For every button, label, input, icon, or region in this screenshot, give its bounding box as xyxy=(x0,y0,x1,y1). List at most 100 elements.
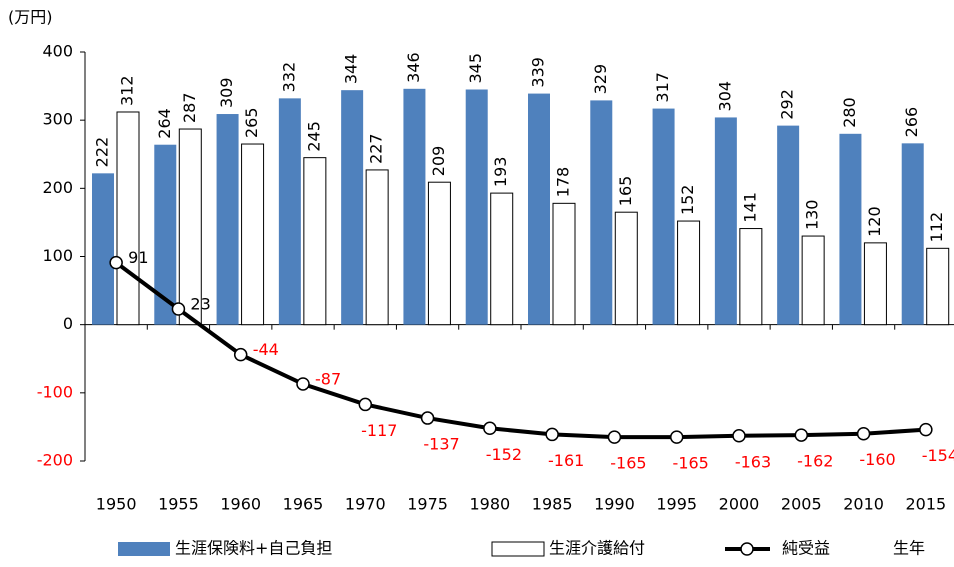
line-value-label: -165 xyxy=(610,454,646,473)
line-marker xyxy=(545,427,559,442)
bar xyxy=(839,133,862,325)
line-value-label: -154 xyxy=(922,446,954,465)
legend-swatch xyxy=(118,542,170,556)
line-marker xyxy=(919,422,933,437)
x-tick-label: 1985 xyxy=(532,495,573,514)
bar xyxy=(403,88,426,325)
line-value-label: -161 xyxy=(548,451,584,470)
line-marker xyxy=(171,302,186,316)
bar xyxy=(801,235,825,326)
bar xyxy=(427,181,451,326)
line-value-label: -117 xyxy=(361,421,397,440)
y-tick-label: -200 xyxy=(37,451,73,470)
line-value-label: -44 xyxy=(253,340,279,359)
bar xyxy=(901,143,924,325)
x-axis-label: 生年 xyxy=(893,539,925,558)
bar-value-label: 304 xyxy=(715,81,734,112)
bar-value-label: 329 xyxy=(591,64,610,95)
line-marker xyxy=(732,429,746,443)
y-tick-label: 100 xyxy=(42,246,73,265)
bar xyxy=(677,220,701,326)
bar-value-label: 227 xyxy=(367,133,386,164)
y-tick-label: 400 xyxy=(42,42,73,61)
bar-value-label: 339 xyxy=(529,57,548,88)
bar xyxy=(739,228,763,326)
bar xyxy=(241,143,265,326)
line-marker xyxy=(794,428,809,442)
bar-value-label: 245 xyxy=(304,121,323,152)
x-tick-label: 2010 xyxy=(843,495,884,514)
bar xyxy=(490,192,514,326)
bar-value-label: 152 xyxy=(678,185,697,216)
bar-value-label: 312 xyxy=(118,75,137,106)
legend-label: 生涯保険料+自己負担 xyxy=(175,539,332,558)
line-value-label: -163 xyxy=(735,452,771,471)
bar xyxy=(365,169,389,326)
x-tick-label: 1960 xyxy=(220,495,261,514)
y-axis-label: (万円) xyxy=(8,8,53,27)
line-marker xyxy=(109,255,123,270)
bar-value-label: 345 xyxy=(466,53,485,84)
line-marker xyxy=(607,430,622,444)
bar-value-label: 141 xyxy=(740,192,759,223)
bar xyxy=(552,202,576,326)
bar-value-label: 222 xyxy=(93,137,112,168)
y-tick-label: -100 xyxy=(37,382,73,401)
bar-value-label: 112 xyxy=(927,212,946,243)
x-tick-label: 2000 xyxy=(719,495,760,514)
bar xyxy=(652,108,675,325)
line-marker xyxy=(358,397,373,412)
bar-value-label: 178 xyxy=(554,167,573,198)
legend-swatch xyxy=(491,541,545,557)
y-tick-label: 0 xyxy=(63,314,73,333)
bar-value-label: 209 xyxy=(429,146,448,177)
x-tick-label: 1990 xyxy=(594,495,635,514)
line-marker xyxy=(856,426,871,441)
line-value-label: -152 xyxy=(486,445,522,464)
bar-value-label: 193 xyxy=(491,157,510,188)
bar xyxy=(926,247,950,326)
bar-value-label: 309 xyxy=(217,77,236,108)
bar xyxy=(92,173,114,325)
line-marker xyxy=(233,347,248,362)
bar-value-label: 165 xyxy=(616,176,635,207)
legend-label: 純受益 xyxy=(782,539,830,558)
line-value-label: 23 xyxy=(190,294,210,313)
bar xyxy=(528,93,550,325)
x-tick-label: 2015 xyxy=(905,495,946,514)
bar xyxy=(863,242,887,326)
bar xyxy=(154,144,177,325)
line-value-label: -165 xyxy=(673,454,709,473)
bar-value-label: 120 xyxy=(865,206,884,237)
bar xyxy=(614,211,638,326)
bar-value-label: 292 xyxy=(778,89,797,120)
line-value-label: -160 xyxy=(859,450,895,469)
bar xyxy=(278,98,301,325)
bar-value-label: 332 xyxy=(279,62,298,93)
bar xyxy=(341,90,364,325)
x-tick-label: 1980 xyxy=(469,495,510,514)
bar-value-label: 265 xyxy=(242,107,261,138)
bar-value-label: 346 xyxy=(404,52,423,83)
bar-value-label: 287 xyxy=(180,92,199,123)
x-tick-label: 1955 xyxy=(158,495,199,514)
legend-label: 生涯介護給付 xyxy=(549,539,645,558)
bar xyxy=(216,114,239,325)
x-tick-label: 1950 xyxy=(96,495,137,514)
x-tick-label: 1965 xyxy=(283,495,324,514)
x-tick-label: 2005 xyxy=(781,495,822,514)
bar xyxy=(590,100,613,325)
x-tick-label: 1995 xyxy=(656,495,697,514)
bar xyxy=(465,89,488,325)
line-value-label: 91 xyxy=(128,248,148,267)
x-tick-label: 1970 xyxy=(345,495,386,514)
bar-value-label: 264 xyxy=(155,108,174,139)
line-marker xyxy=(296,377,310,391)
bar-value-label: 130 xyxy=(803,200,822,231)
bar-value-label: 317 xyxy=(653,72,672,103)
bar-value-label: 344 xyxy=(342,54,361,85)
bar-value-label: 280 xyxy=(840,97,859,128)
line-marker xyxy=(669,430,684,444)
